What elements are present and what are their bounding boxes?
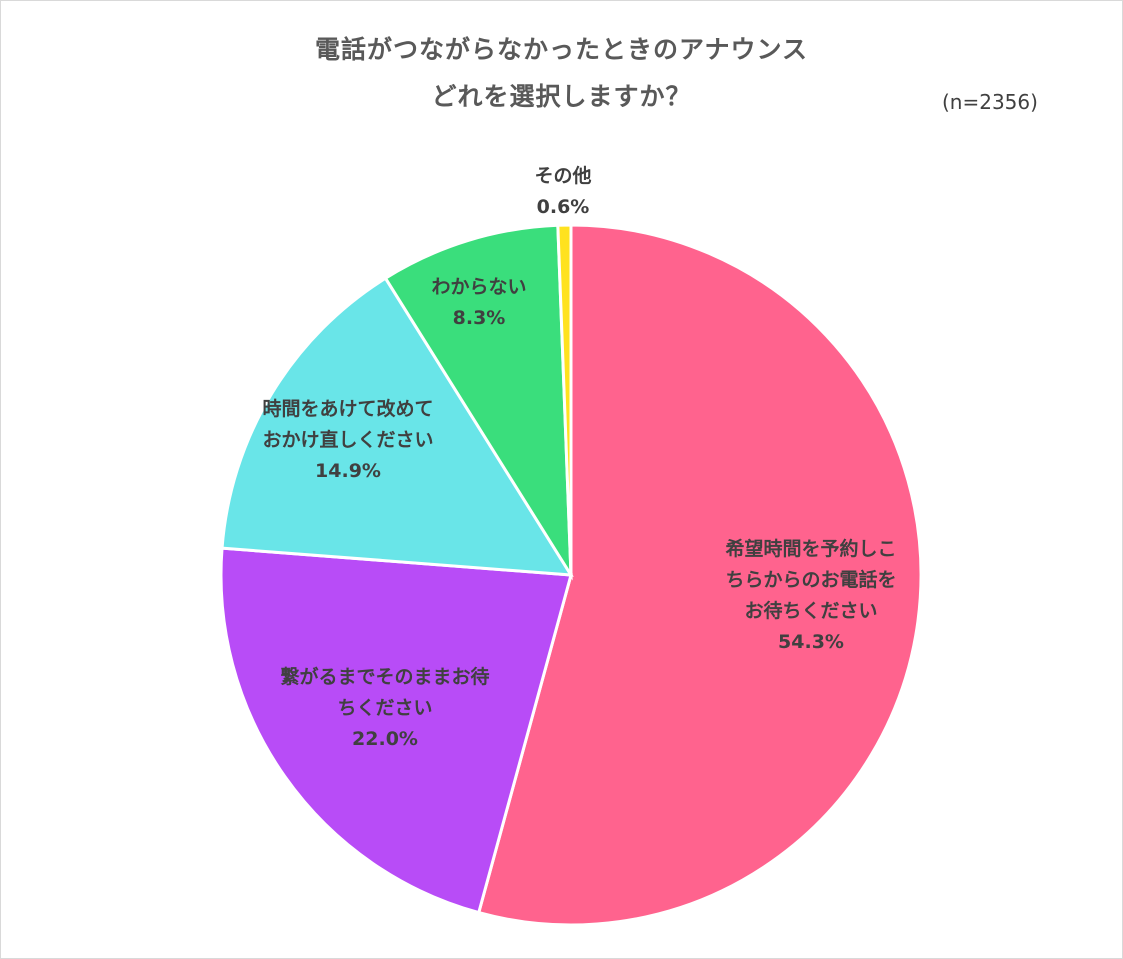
slice-category-label: その他 xyxy=(534,164,591,187)
slice-category-label: 時間をあけて改めて xyxy=(262,397,433,420)
pie-slice xyxy=(220,276,574,577)
chart-subtitle: どれを選択しますか？ xyxy=(431,82,692,111)
slice-category-label: 繋がるまでそのままお待 xyxy=(280,665,489,688)
slice-category-label: おかけ直しください xyxy=(262,428,433,451)
slice-category-label: わからない xyxy=(431,276,526,298)
sample-size-label: (n=2356) xyxy=(942,90,1038,114)
slice-category-label: 希望時間を予約しこ xyxy=(725,537,896,560)
pie-slice xyxy=(476,223,923,927)
slice-value-label: 0.6% xyxy=(537,196,590,218)
slice-value-label: 8.3% xyxy=(453,307,506,329)
slice-value-label: 54.3% xyxy=(778,631,844,653)
slice-category-label: お待ちください xyxy=(744,599,877,622)
pie-slice xyxy=(383,223,573,581)
slice-value-label: 22.0% xyxy=(352,728,418,750)
chart-title: 電話がつながらなかったときのアナウンス xyxy=(314,35,808,64)
slice-category-label: ちらからのお電話を xyxy=(725,568,896,591)
slice-value-label: 14.9% xyxy=(315,460,381,482)
slice-category-label: ちください xyxy=(337,697,432,719)
pie-slice xyxy=(219,546,573,915)
pie-slice xyxy=(556,223,573,576)
